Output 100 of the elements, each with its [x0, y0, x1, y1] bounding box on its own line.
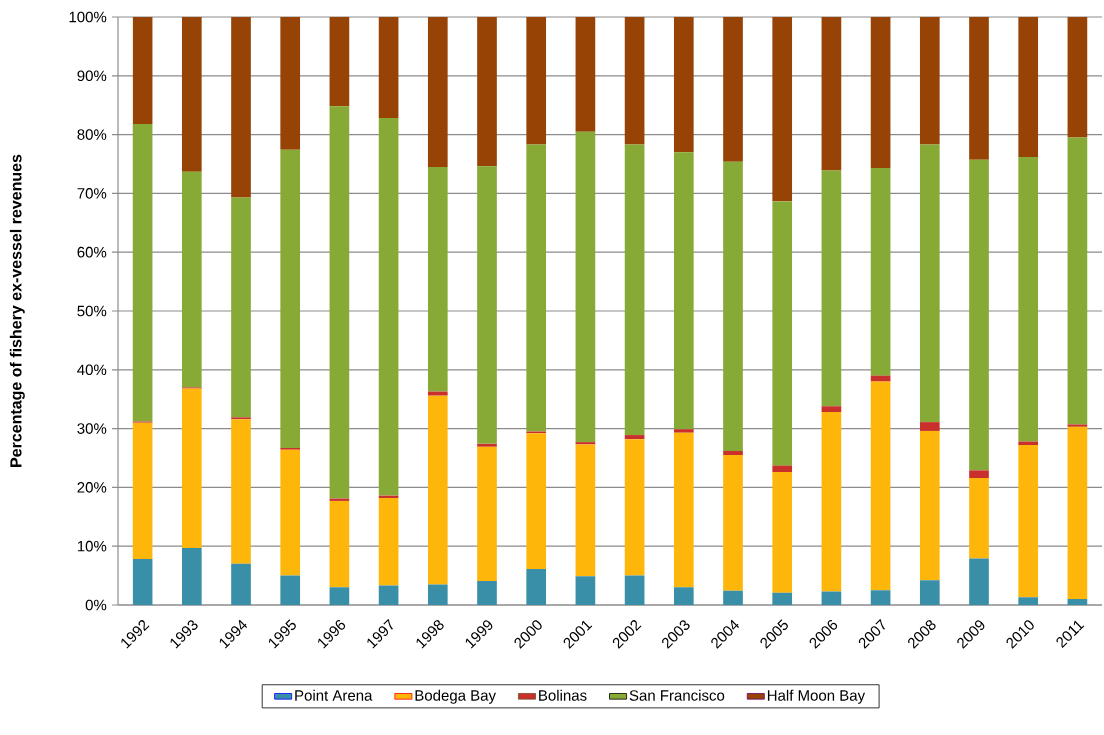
bar — [132, 422, 153, 560]
bar — [231, 197, 251, 418]
bar — [132, 16, 153, 124]
bar — [919, 16, 940, 145]
bar — [575, 16, 596, 132]
y-tick-label: 30% — [77, 423, 107, 434]
bar — [723, 455, 743, 591]
bar — [1067, 424, 1088, 427]
bar — [673, 152, 694, 430]
bar — [723, 161, 743, 451]
bar — [378, 16, 399, 119]
bar — [1067, 137, 1088, 425]
bar — [870, 590, 891, 605]
bar — [427, 584, 448, 605]
y-tick-label: 100% — [69, 11, 107, 23]
bar — [821, 591, 842, 605]
bar — [132, 124, 153, 422]
bar — [1067, 16, 1088, 138]
bar — [624, 575, 645, 605]
bar — [526, 569, 547, 605]
bar — [1018, 16, 1039, 157]
bar — [673, 16, 694, 153]
bar — [870, 16, 891, 169]
y-tick-label: 60% — [77, 246, 107, 258]
bar — [870, 381, 891, 591]
bar — [821, 170, 842, 407]
bar — [624, 144, 645, 436]
y-axis-title: Percentage of fishery ex-vessel revenues — [9, 154, 25, 467]
bar — [673, 587, 694, 605]
legend-label: Bodega Bay — [415, 689, 496, 704]
bar — [181, 171, 202, 388]
bar — [673, 432, 694, 588]
legend-label: Half Moon Bay — [767, 689, 866, 704]
y-tick-label: 80% — [77, 129, 107, 140]
bar — [1067, 599, 1088, 605]
bar — [329, 587, 350, 605]
legend-label: San Francisco — [629, 689, 725, 701]
bar — [772, 16, 793, 202]
bar — [329, 106, 350, 499]
bar — [329, 16, 350, 107]
bar — [1067, 426, 1088, 600]
bar — [870, 375, 891, 382]
bar — [477, 446, 497, 581]
y-tick-label: 50% — [77, 305, 107, 317]
bar — [723, 590, 743, 605]
bar — [919, 422, 940, 431]
y-tick-label: 70% — [77, 188, 107, 199]
bar — [919, 144, 940, 423]
bar — [477, 16, 497, 167]
bar — [969, 16, 989, 160]
bar — [624, 435, 645, 440]
bar — [870, 168, 891, 376]
bar — [821, 412, 842, 592]
bar — [821, 16, 842, 171]
bar — [575, 576, 596, 605]
bar — [1018, 156, 1039, 442]
bar — [673, 429, 694, 433]
bar — [280, 449, 301, 576]
bar — [181, 16, 202, 172]
bar — [280, 149, 301, 448]
bar — [526, 433, 547, 570]
bar — [526, 144, 547, 432]
y-tick-label: 0% — [85, 599, 107, 611]
bar — [427, 391, 448, 396]
bar — [427, 166, 448, 392]
bar — [132, 559, 153, 605]
bar — [181, 388, 202, 548]
bar — [723, 16, 743, 162]
legend-label: Point Arena — [295, 689, 373, 701]
bar — [969, 477, 989, 559]
bar — [280, 575, 301, 605]
y-tick-label: 90% — [77, 70, 107, 82]
bar — [575, 444, 596, 577]
bar — [1018, 597, 1039, 605]
bar — [477, 580, 497, 605]
bar — [772, 201, 793, 466]
bar — [378, 585, 399, 605]
bar — [477, 443, 497, 447]
bar — [772, 592, 793, 605]
bar — [821, 406, 842, 413]
bar — [723, 450, 743, 456]
bar — [624, 16, 645, 145]
bar — [969, 470, 989, 478]
bar — [526, 16, 547, 145]
bar — [969, 159, 989, 471]
bar — [919, 580, 940, 605]
bar — [919, 430, 940, 581]
bar — [477, 166, 497, 444]
y-tick-label: 20% — [77, 482, 107, 493]
bar — [231, 563, 251, 605]
legend-label: Bolinas — [539, 689, 587, 701]
bar — [280, 16, 301, 150]
bar — [575, 131, 596, 443]
bar — [231, 16, 251, 198]
bar — [329, 500, 350, 588]
bar — [427, 395, 448, 585]
y-tick-label: 10% — [77, 540, 107, 552]
bar — [231, 419, 251, 564]
y-tick-label: 40% — [77, 364, 107, 376]
bar — [1018, 445, 1039, 598]
